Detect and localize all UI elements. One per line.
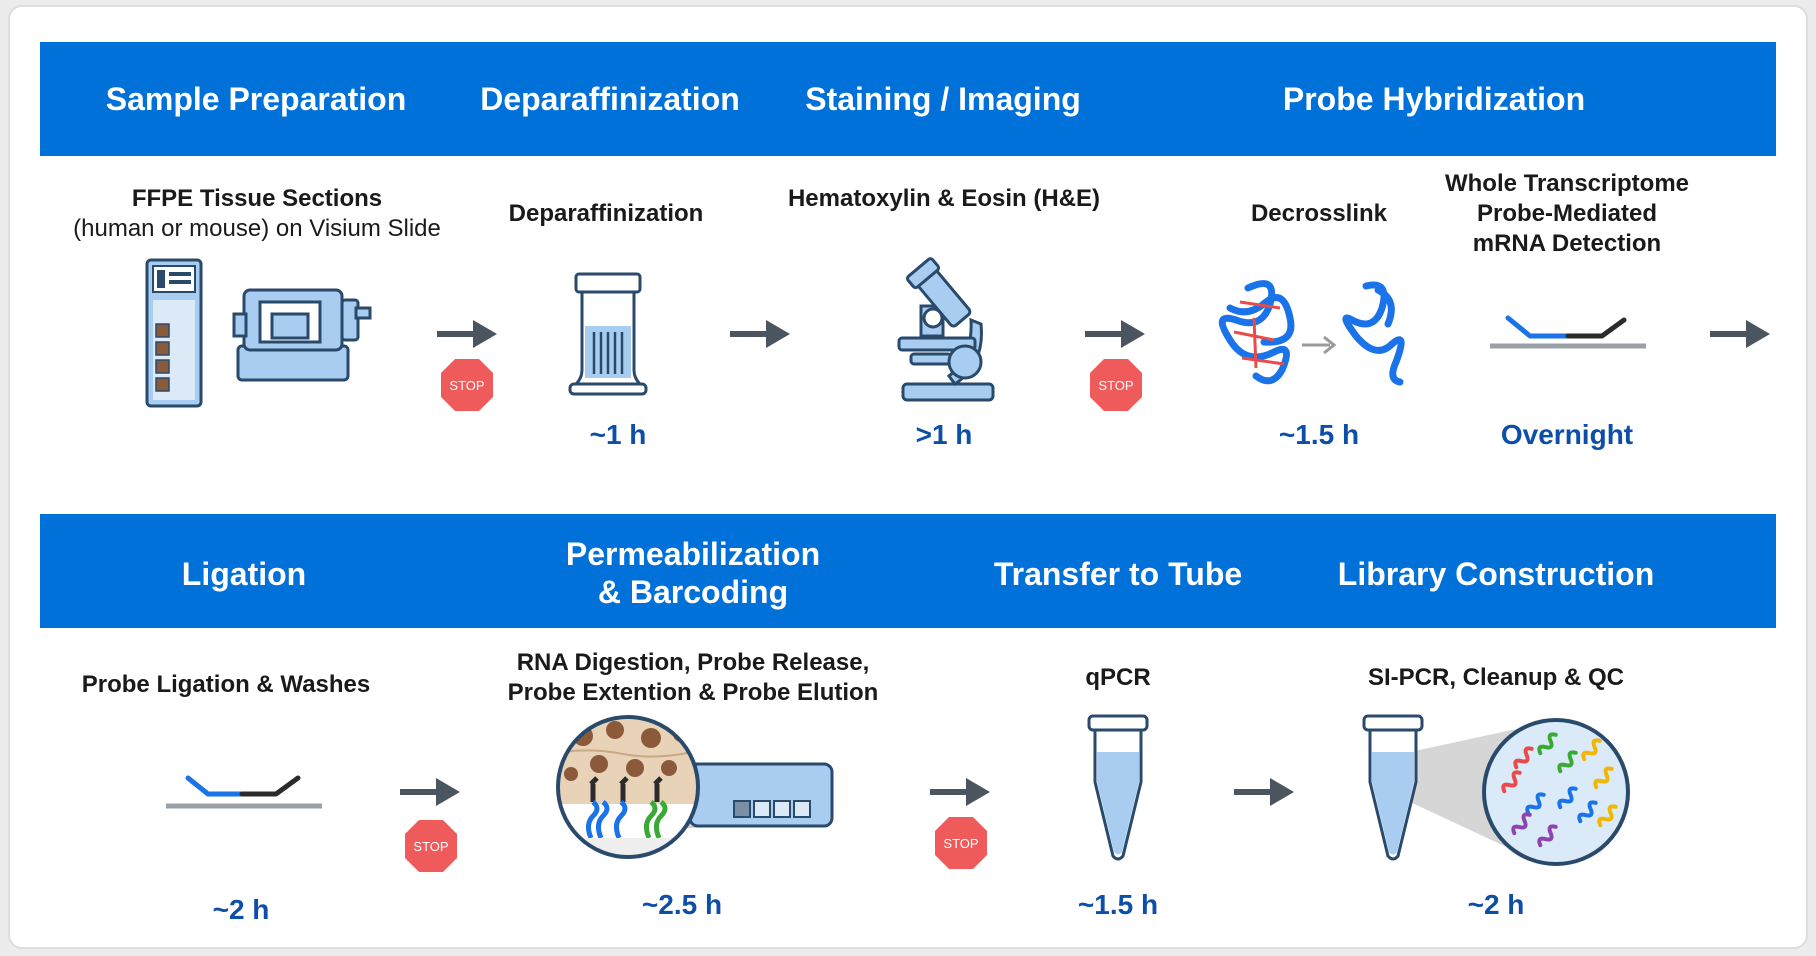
header-band-top (40, 42, 1776, 156)
step-label-deparaffinization: Deparaffinization (508, 200, 704, 227)
step-label-rna-line1: RNA Digestion, Probe Release, (516, 649, 870, 676)
step-label-qpcr: qPCR (1085, 664, 1151, 691)
tube-icon (1087, 714, 1149, 861)
arrow-icon (930, 778, 990, 806)
arrow-icon (1085, 320, 1145, 348)
time-qpcr: ~1.5 h (1077, 889, 1159, 920)
step-label-ffpe: FFPE Tissue Sections (human or mouse) on… (73, 184, 441, 244)
step-label-decrosslink: Decrosslink (1250, 200, 1388, 227)
header-ligation: Ligation (181, 556, 307, 592)
probe-ligation-icon (166, 775, 322, 809)
arrow-icon (437, 320, 497, 348)
header-deparaffinization: Deparaffinization (480, 81, 740, 117)
arrow-icon (1710, 320, 1770, 348)
header-sample-preparation: Sample Preparation (105, 81, 407, 117)
time-decrosslink: ~1.5 h (1278, 419, 1360, 450)
step-label-wt-line1: Whole Transcriptome (1444, 170, 1690, 197)
slide-icon (145, 258, 203, 408)
arrow-icon (1234, 778, 1294, 806)
coplin-jar-icon (568, 272, 648, 396)
header-permeabilization-line2: & Barcoding (597, 574, 789, 610)
svg-text:STOP: STOP (413, 839, 448, 854)
probe-hybridization-icon (1490, 315, 1646, 349)
step-label-rna-line2: Probe Extention & Probe Elution (507, 679, 879, 706)
arrow-icon (400, 778, 460, 806)
time-he: >1 h (915, 419, 973, 450)
time-probe-ligation: ~2 h (212, 894, 270, 925)
header-library-construction: Library Construction (1337, 556, 1655, 592)
stop-sign-icon: STOP (405, 820, 457, 872)
tissue-magnifier-icon (556, 715, 700, 859)
header-staining-imaging: Staining / Imaging (805, 81, 1081, 117)
step-label-rna-digestion: RNA Digestion, Probe Release, Probe Exte… (508, 648, 879, 708)
stop-sign-icon: STOP (441, 359, 493, 411)
time-si-pcr: ~2 h (1467, 889, 1525, 920)
step-label-si-pcr: SI-PCR, Cleanup & QC (1367, 664, 1625, 691)
step-label-he: Hematoxylin & Eosin (H&E) (787, 185, 1101, 212)
library-magnifier-icon (1362, 714, 1630, 866)
stop-sign-icon: STOP (1090, 359, 1142, 411)
step-label-wt-line2: Probe-Mediated (1476, 200, 1658, 227)
microtome-icon (232, 288, 372, 382)
decrosslink-icon (1218, 280, 1405, 386)
arrow-icon (730, 320, 790, 348)
time-deparaffinization: ~1 h (589, 419, 647, 450)
svg-text:STOP: STOP (943, 836, 978, 851)
step-label-ffpe-line2: (human or mouse) on Visium Slide (73, 215, 441, 242)
svg-text:STOP: STOP (449, 378, 484, 393)
step-label-wt-line3: mRNA Detection (1472, 230, 1662, 257)
stop-sign-icon: STOP (935, 817, 987, 869)
time-whole-transcriptome: Overnight (1500, 419, 1634, 450)
step-label-probe-ligation: Probe Ligation & Washes (81, 671, 371, 698)
svg-text:STOP: STOP (1098, 378, 1133, 393)
header-probe-hybridization: Probe Hybridization (1282, 81, 1586, 117)
microscope-icon (897, 257, 995, 402)
header-permeabilization-line1: Permeabilization (565, 536, 821, 572)
header-transfer-to-tube: Transfer to Tube (993, 556, 1243, 592)
header-band-bottom (40, 514, 1776, 628)
header-permeabilization: Permeabilization & Barcoding (566, 535, 820, 611)
step-label-whole-transcriptome: Whole Transcriptome Probe-Mediated mRNA … (1445, 169, 1689, 259)
time-rna-digestion: ~2.5 h (641, 889, 723, 920)
step-label-ffpe-line1: FFPE Tissue Sections (131, 185, 383, 212)
